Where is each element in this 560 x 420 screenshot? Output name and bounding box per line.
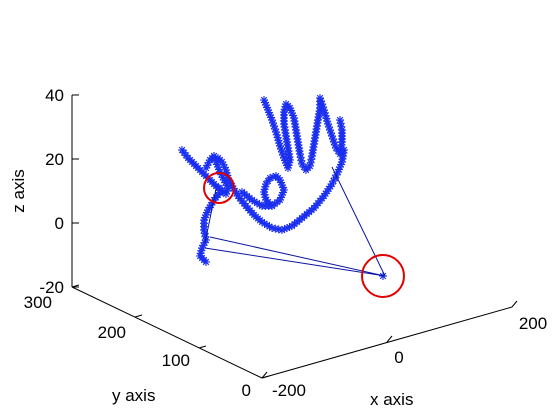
y-tick — [261, 375, 270, 379]
x-tick — [511, 300, 518, 308]
highlight-circle — [203, 172, 235, 204]
x-tick — [261, 371, 268, 379]
trajectory-point — [215, 184, 223, 192]
connector-line — [204, 236, 386, 277]
trajectory-point — [268, 202, 276, 210]
highlight-markers — [203, 172, 405, 298]
x-tick-label: 200 — [519, 314, 547, 333]
y-tick — [198, 345, 207, 349]
trajectory-point — [331, 141, 339, 149]
x-axis-label: x axis — [370, 390, 413, 409]
z-axis-label: z axis — [9, 169, 28, 212]
trajectory-point — [272, 172, 280, 180]
x-tick-label: -200 — [272, 381, 306, 400]
trajectory-point — [330, 138, 338, 146]
connector-line — [204, 188, 217, 244]
z-tick-label: -20 — [39, 278, 64, 297]
trajectory-point — [202, 164, 210, 172]
trajectory-point — [202, 258, 210, 266]
trajectory-markers — [178, 94, 387, 280]
y-axis-label: y axis — [112, 386, 155, 405]
y-tick — [134, 314, 143, 318]
z-tick-label: 0 — [55, 214, 64, 233]
x-tick-label: 0 — [394, 348, 403, 367]
y-tick-label: 300 — [24, 293, 52, 312]
connector-lines — [204, 166, 386, 277]
trajectory-point — [336, 116, 344, 124]
y-tick — [71, 284, 80, 288]
trajectory-point — [296, 153, 305, 162]
axes — [71, 94, 518, 379]
tick-labels: 40 20 0 -20 300 200 100 0 -200 0 200 — [24, 86, 548, 400]
y-axis-line — [71, 286, 263, 379]
x-tick — [386, 335, 393, 343]
z-tick-label: 40 — [45, 86, 64, 105]
connector-line — [331, 166, 386, 277]
trajectory-point — [307, 155, 316, 164]
z-tick-label: 20 — [45, 150, 64, 169]
highlight-circle — [361, 254, 405, 298]
y-tick-label: 200 — [98, 323, 126, 342]
x-axis-line — [261, 306, 513, 379]
y-tick-label: 100 — [162, 351, 190, 370]
y-tick-label: 0 — [242, 381, 251, 400]
